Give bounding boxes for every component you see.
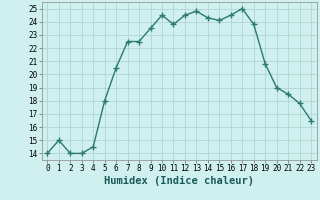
X-axis label: Humidex (Indice chaleur): Humidex (Indice chaleur) (104, 176, 254, 186)
